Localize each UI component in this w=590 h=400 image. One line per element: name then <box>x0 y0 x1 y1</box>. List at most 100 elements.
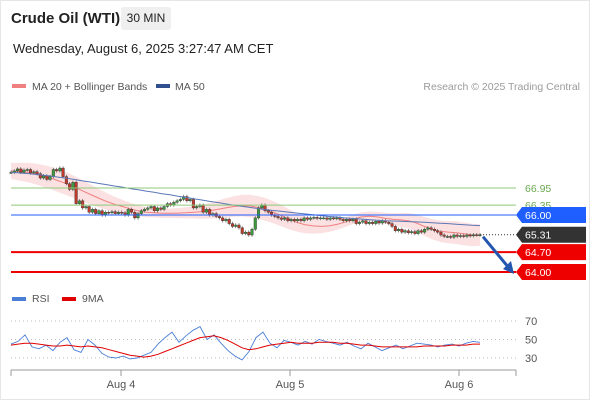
candle-body <box>318 217 322 220</box>
candle-body <box>462 235 466 237</box>
candle-body <box>188 199 192 202</box>
candle-body <box>182 196 186 200</box>
candle-body <box>305 217 309 220</box>
candle-body <box>38 173 42 179</box>
candle-body <box>377 221 381 224</box>
ma50-legend-label: MA 50 <box>175 81 205 93</box>
candle-body <box>234 224 238 227</box>
candle-body <box>116 212 120 214</box>
candle-body <box>309 217 313 220</box>
rsi-tick-70: 70 <box>525 316 537 328</box>
candle-body <box>367 221 371 224</box>
candle-body <box>195 206 199 209</box>
rsi-tick-30: 30 <box>525 353 537 365</box>
candle-body <box>191 199 195 209</box>
candle-body <box>292 219 296 221</box>
interval-button[interactable]: 30 MIN <box>121 7 171 30</box>
candle-body <box>390 223 394 227</box>
ma20-line <box>10 170 480 236</box>
candle-body <box>185 196 189 202</box>
rsi-legend-label: RSI <box>32 293 50 305</box>
level-label-66.95: 66.95 <box>525 183 551 195</box>
candle-body <box>48 176 52 180</box>
rsi-line <box>10 325 481 361</box>
candle-body <box>61 167 65 177</box>
candle-body <box>81 200 85 209</box>
candle-body <box>68 183 72 190</box>
x-tick-label: Aug 4 <box>107 379 136 391</box>
candle-body <box>250 229 254 236</box>
level-tag-66.00 <box>516 207 586 224</box>
x-tick-label: Aug 6 <box>445 379 474 391</box>
candle-body <box>201 204 205 213</box>
candle-body <box>465 234 469 237</box>
candle-body <box>423 229 427 233</box>
last-price-label: 65.31 <box>525 230 551 242</box>
candle-body <box>371 221 375 224</box>
candle-body <box>64 176 68 184</box>
candle-body <box>97 210 101 214</box>
candle-body <box>276 216 280 219</box>
candle-body <box>406 230 410 233</box>
x-axis: Aug 4 Aug 5 Aug 6 <box>10 369 517 391</box>
candle-body <box>143 209 147 211</box>
candle-body <box>94 209 98 214</box>
candle-body <box>436 230 440 233</box>
x-tick-label: Aug 5 <box>276 379 305 391</box>
candle-body <box>286 217 290 221</box>
candle-body <box>110 211 114 213</box>
candle-body <box>204 209 208 213</box>
candle-body <box>410 231 414 233</box>
candle-body <box>74 182 78 204</box>
candle-body <box>257 207 261 219</box>
candle-body <box>113 211 117 214</box>
candle-body <box>42 175 46 179</box>
candle-body <box>452 234 456 238</box>
candle-body <box>302 217 306 221</box>
ma20-legend-label: MA 20 + Bollinger Bands <box>32 81 147 93</box>
candle-body <box>426 227 430 230</box>
candle-body <box>227 219 231 224</box>
candle-body <box>416 230 420 234</box>
candle-body <box>25 169 29 171</box>
candle-body <box>455 234 459 237</box>
candle-body <box>429 227 433 230</box>
rsi-panel: 30 50 70 <box>10 316 537 365</box>
candle-body <box>351 219 355 221</box>
candle-body <box>247 231 251 236</box>
candle-body <box>84 206 88 209</box>
candle-body <box>393 226 397 231</box>
level-label-66.00: 66.00 <box>525 210 551 222</box>
candle-body <box>471 234 475 237</box>
candle-body <box>312 217 316 219</box>
level-tag-64.00 <box>516 264 586 280</box>
rsi-ma-legend-swatch <box>62 297 76 301</box>
candle-body <box>237 224 241 229</box>
candle-body <box>357 221 361 224</box>
candle-body <box>341 219 345 221</box>
candle-body <box>152 206 156 211</box>
bollinger-band <box>11 162 480 247</box>
ma50-line <box>10 171 481 227</box>
candle-body <box>178 199 182 202</box>
instrument-title: Crude Oil (WTI) <box>11 10 121 27</box>
candle-body <box>289 219 293 221</box>
candle-body <box>432 229 436 231</box>
candle-body <box>361 220 365 223</box>
candle-body <box>328 217 332 220</box>
candle-body <box>19 168 23 173</box>
candle-body <box>22 169 26 173</box>
candle-body <box>240 227 244 234</box>
candle-body <box>335 217 339 220</box>
timestamp: Wednesday, August 6, 2025 3:27:47 AM CET <box>13 41 274 56</box>
ma50-legend-swatch <box>156 84 170 88</box>
candle-body <box>413 231 417 234</box>
candle-body <box>387 221 391 224</box>
candle-body <box>354 219 358 224</box>
last-price-tag <box>516 226 586 243</box>
candle-body <box>35 171 39 174</box>
candle-body <box>458 235 462 237</box>
candle-body <box>126 209 130 216</box>
candle-body <box>107 212 111 214</box>
